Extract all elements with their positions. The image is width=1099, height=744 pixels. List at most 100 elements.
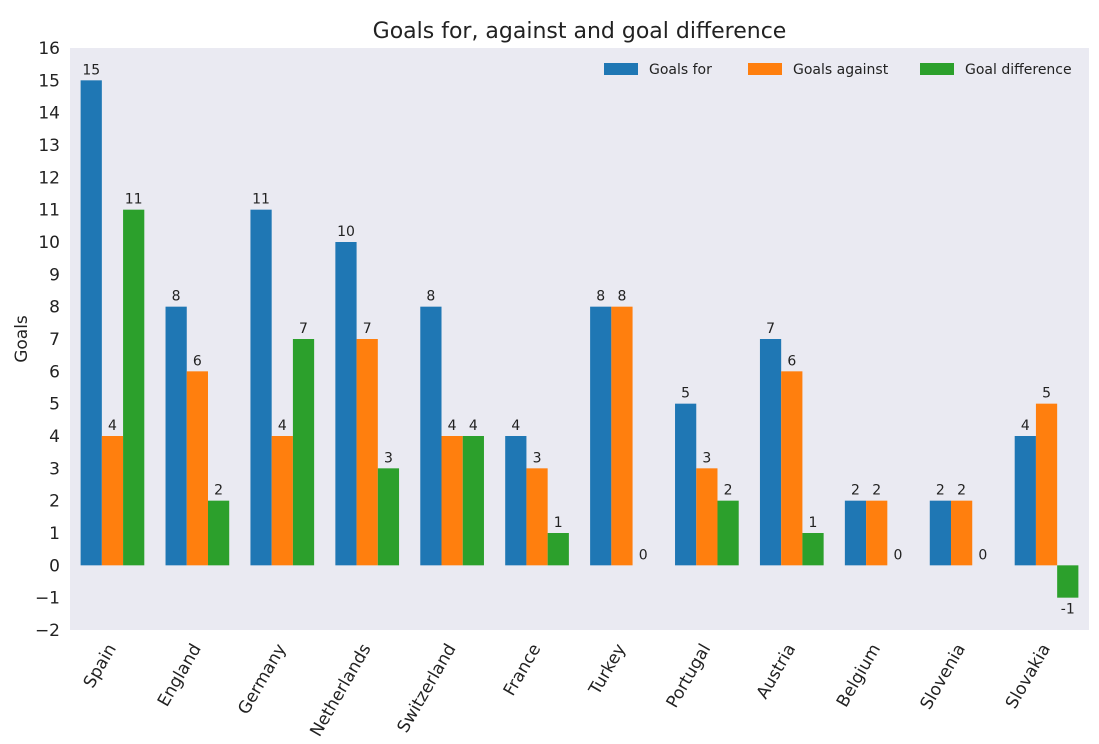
legend-swatch [748,63,782,75]
x-tick-label: Germany [234,641,290,719]
x-axis-ticks: Spain England Germany Netherlands Switzerlan… [80,640,1055,740]
data-label: 3 [702,450,711,466]
bar [781,371,803,566]
y-tick-label: 12 [38,168,60,188]
y-tick-label: 3 [49,459,60,479]
bar [1057,565,1079,598]
data-label: 8 [596,289,605,305]
x-tick-label: Netherlands [306,640,375,740]
bar [547,533,569,566]
y-tick-label: 8 [49,298,60,318]
data-label: 4 [448,418,457,434]
legend-swatch [920,63,954,75]
data-label: 2 [872,483,881,499]
data-label: 11 [252,192,270,208]
y-tick-label: 7 [49,330,60,350]
x-tick-label: Austria [753,641,800,703]
bar [80,80,102,566]
data-label: 1 [809,515,818,531]
y-tick-label: 11 [38,201,60,221]
bar [441,436,463,566]
data-label: 2 [936,483,945,499]
x-tick-label: France [500,641,546,700]
x-tick-label: Portugal [663,641,716,712]
data-label: 3 [384,450,393,466]
x-tick-label: Spain [80,641,121,692]
data-label: 2 [957,483,966,499]
bar [866,500,888,566]
y-tick-label: −1 [35,589,60,609]
data-label: 3 [533,450,542,466]
legend: Goals for Goals against Goal difference [604,62,1072,78]
bar [207,500,230,566]
data-label: 4 [469,418,478,434]
data-label: 5 [1042,386,1051,402]
data-label: 0 [639,547,648,563]
data-label: 10 [337,224,355,240]
bar [186,371,208,566]
data-label: 4 [108,418,117,434]
bar [250,209,272,566]
data-label: 0 [978,547,987,563]
bar [377,468,400,566]
data-label: 6 [787,353,796,369]
bar [462,436,484,566]
data-label: 2 [851,483,860,499]
x-tick-label: Belgium [833,641,885,711]
bar [335,242,357,566]
data-label: 8 [426,289,435,305]
legend-label: Goal difference [965,62,1072,78]
y-tick-label: 4 [49,427,60,447]
bar [123,209,145,566]
data-label: 7 [299,321,308,337]
data-label: 4 [278,418,287,434]
data-label: 11 [125,192,143,208]
bar [844,500,867,566]
plot-background [70,48,1089,630]
data-label: 2 [724,483,733,499]
data-label: 8 [172,289,181,305]
y-tick-label: 13 [38,136,60,156]
bar [1014,436,1036,566]
y-tick-label: −2 [35,621,60,641]
data-label: 6 [193,353,202,369]
chart-title: Goals for, against and goal difference [373,19,787,44]
bar [675,403,697,566]
bars [80,80,1079,598]
data-label: 1 [554,515,563,531]
y-axis-label: Goals [12,315,32,363]
bar [292,339,315,566]
data-label: 15 [82,62,100,78]
bar [929,500,952,566]
y-tick-label: 1 [49,524,60,544]
bar [611,306,633,566]
y-tick-label: 9 [49,265,60,285]
x-tick-label: Slovenia [916,641,970,714]
legend-swatch [604,63,638,75]
bar [717,500,739,566]
bar [101,436,124,566]
data-label: 4 [511,418,520,434]
data-label: -1 [1061,602,1075,618]
data-label: 7 [766,321,775,337]
bar [271,436,293,566]
x-tick-label: Slovakia [1002,641,1055,713]
data-label: 5 [681,386,690,402]
y-tick-label: 10 [38,233,60,253]
bar [356,339,378,566]
bar [590,306,612,566]
y-tick-label: 15 [38,71,60,91]
y-tick-label: 0 [49,556,60,576]
bar [696,468,718,566]
data-label: 4 [1021,418,1030,434]
bar [165,306,187,566]
bar [759,339,782,566]
bar [802,533,824,566]
bar [1035,403,1058,566]
bar [951,500,973,566]
data-label: 8 [617,289,626,305]
data-label: 0 [893,547,902,563]
